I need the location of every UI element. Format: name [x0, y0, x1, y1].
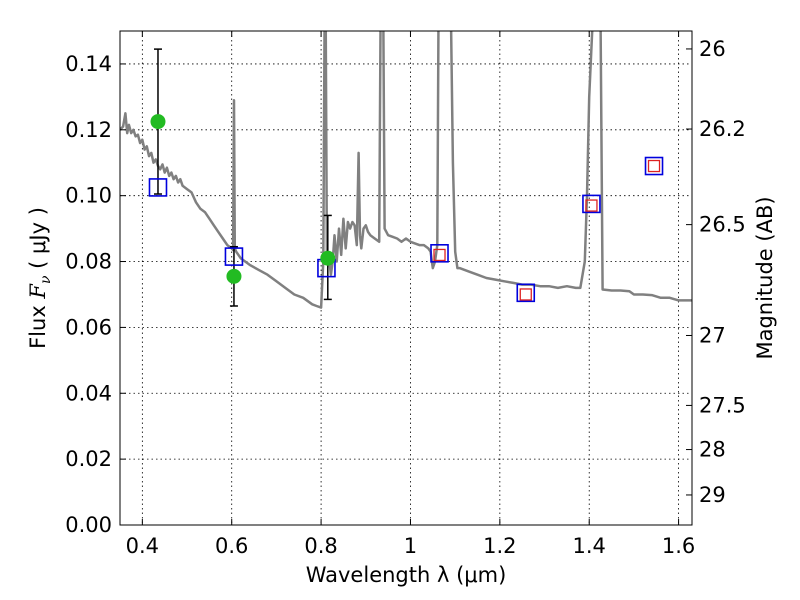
plot-frame	[119, 30, 693, 526]
model-flux-square	[430, 244, 449, 263]
inner-flux-square	[585, 199, 598, 212]
x-tick-label: 1	[404, 534, 417, 558]
x-tick-label: 1.4	[573, 534, 606, 558]
inner-flux-square	[647, 159, 661, 173]
y2-axis-title: Magnitude (AB)	[753, 196, 777, 359]
x-tick-label: 0.4	[126, 534, 159, 558]
y2-tick-label: 28	[699, 438, 726, 462]
y-axis-title-symbol: F	[26, 283, 50, 300]
x-tick-label: 0.8	[304, 534, 337, 558]
y2-tick-label: 27.5	[699, 393, 746, 417]
y-tick-label: 0.00	[65, 513, 112, 537]
observed-flux-point	[320, 250, 336, 266]
model-flux-square	[582, 194, 601, 214]
y-tick-label: 0.04	[65, 381, 112, 405]
y-tick-label: 0.02	[65, 447, 112, 471]
observed-flux-point	[226, 268, 242, 284]
model-flux-square	[148, 178, 168, 197]
y-tick-label: 0.08	[65, 250, 112, 274]
y-axis-title-post: ( μJy )	[26, 207, 50, 275]
inner-flux-square	[519, 288, 532, 301]
y2-tick-label: 26.5	[699, 213, 746, 237]
observed-flux-point	[150, 114, 166, 130]
y-tick-label: 0.14	[65, 52, 112, 76]
y-tick-label: 0.10	[65, 184, 112, 208]
model-flux-square	[224, 247, 244, 266]
y-tick-label: 0.06	[65, 315, 112, 339]
y-axis-title: Flux Fν ( μJy )	[26, 207, 54, 349]
inner-flux-square	[433, 248, 446, 262]
x-axis-title: Wavelength λ (μm)	[306, 563, 507, 587]
axis-ticks	[120, 31, 692, 526]
x-tick-label: 1.2	[483, 534, 516, 558]
y2-tick-label: 26	[699, 37, 726, 61]
photometry-points	[148, 48, 664, 307]
axis-tick-labels: 0.4 0.6 0.8 1 1.2 1.4 1.6 0.00 0.02 0.04 0.06 0.08 0…	[65, 37, 746, 558]
y2-tick-label: 26.2	[699, 117, 746, 141]
y-axis-title-pre: Flux	[26, 299, 50, 349]
x-tick-label: 1.6	[662, 534, 695, 558]
y-axis-title-subscript: ν	[38, 275, 54, 284]
model-flux-square	[516, 283, 536, 303]
model-flux-square	[644, 156, 664, 176]
y-tick-label: 0.12	[65, 118, 112, 142]
y2-tick-label: 27	[699, 323, 726, 347]
y2-tick-label: 29	[699, 483, 726, 507]
x-tick-label: 0.6	[215, 534, 248, 558]
